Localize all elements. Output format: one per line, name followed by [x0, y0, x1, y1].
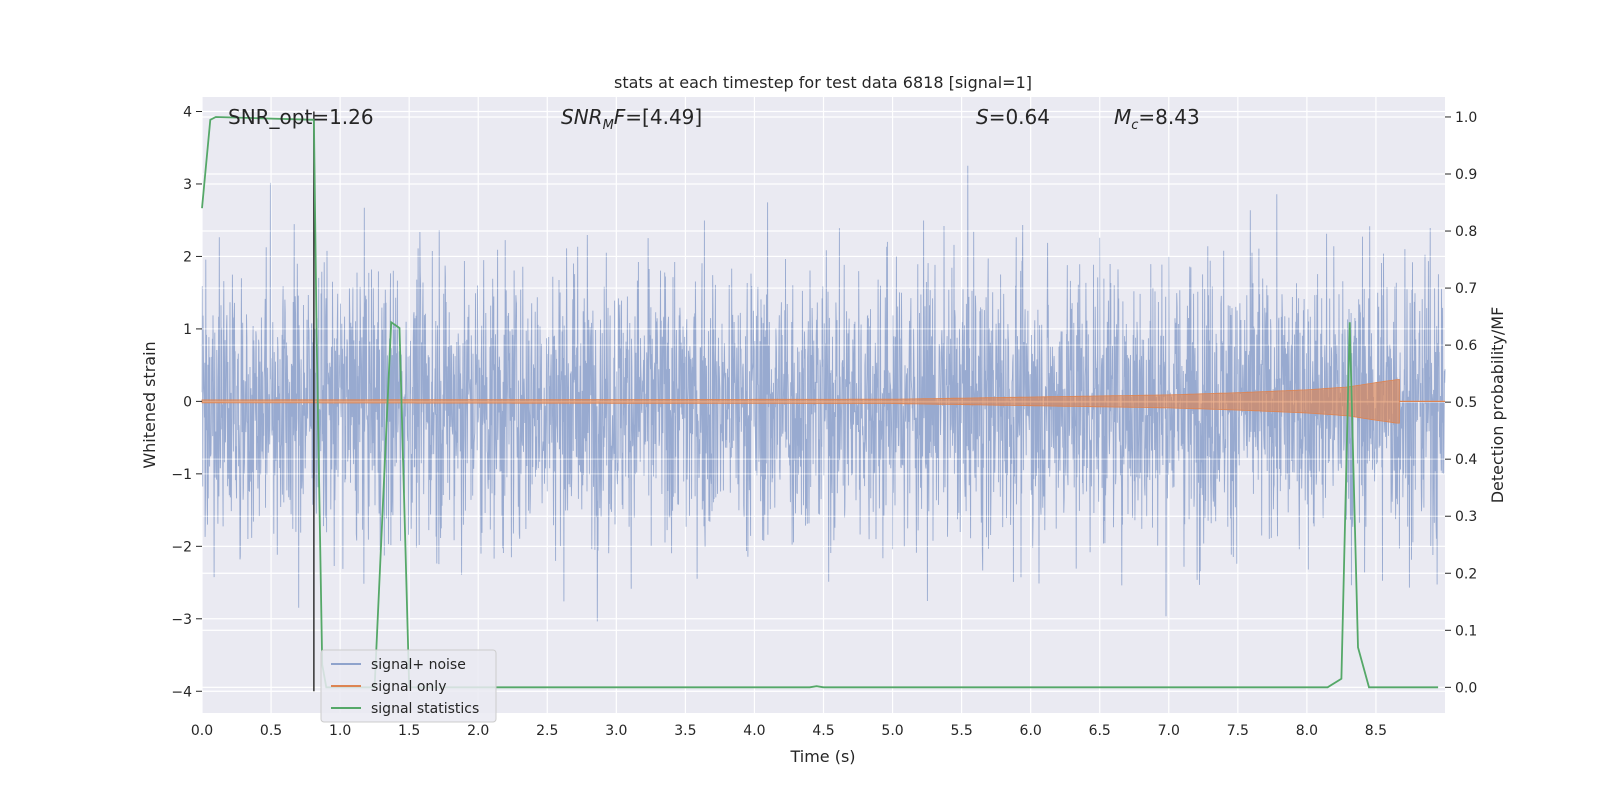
x-tick-label: 5.0: [881, 723, 903, 739]
y-tick-label-right: 0.7: [1455, 281, 1477, 297]
signal-plus-noise-series: [201, 165, 1446, 622]
x-tick-label: 1.5: [398, 723, 420, 739]
annotation-text: SNRMF=[4.49]: [561, 105, 702, 133]
y-tick-label-right: 1.0: [1455, 110, 1477, 126]
y-tick-label-left: −3: [171, 612, 192, 628]
x-tick-label: 3.5: [674, 723, 696, 739]
x-tick-label: 2.5: [536, 723, 558, 739]
y-tick-label-right: 0.6: [1455, 338, 1477, 354]
x-tick-label: 7.5: [1227, 723, 1249, 739]
x-tick-label: 5.5: [950, 723, 972, 739]
y-tick-label-left: −2: [171, 539, 192, 555]
y-tick-label-right: 0.1: [1455, 623, 1477, 639]
x-tick-label: 1.0: [329, 723, 351, 739]
y-axis-label-right: Detection probability/MF: [1488, 307, 1507, 504]
annotation-text: Mc=8.43: [1114, 105, 1200, 133]
signal-plus-noise-line: [201, 165, 1446, 622]
x-tick-label: 8.0: [1296, 723, 1318, 739]
y-tick-label-right: 0.3: [1455, 509, 1477, 525]
y-tick-label-left: 2: [183, 249, 192, 265]
y-tick-label-right: 0.2: [1455, 566, 1477, 582]
x-tick-label: 6.5: [1089, 723, 1111, 739]
legend-label: signal statistics: [371, 701, 479, 717]
y-tick-label-right: 0.8: [1455, 224, 1477, 240]
x-tick-label: 4.0: [743, 723, 765, 739]
y-tick-label-right: 0.9: [1455, 167, 1477, 183]
x-tick-label: 8.5: [1365, 723, 1387, 739]
x-tick-label: 3.0: [605, 723, 627, 739]
annotation-text: SNR_opt=1.26: [228, 105, 374, 129]
legend-box: [320, 649, 497, 723]
y-tick-label-left: 1: [183, 322, 192, 338]
y-tick-label-left: 0: [183, 394, 192, 410]
x-tick-label: 4.5: [812, 723, 834, 739]
x-tick-label: 2.0: [467, 723, 489, 739]
x-tick-label: 0.0: [191, 723, 213, 739]
axis-ticks: 0.0 0.5 1.0 1.5 2.0 2.5 3.0 3.5 4.0 4.5 5.0 5.5 6.0 6…: [171, 104, 1477, 739]
x-tick-label: 0.5: [260, 723, 282, 739]
y-tick-label-left: 4: [183, 104, 192, 120]
annotation-text: S=0.64: [976, 105, 1050, 129]
annotations: SNR_opt=1.26 SNRMF=[4.49] S=0.64 Mc=8.43: [228, 105, 1200, 133]
signal-only-envelope: [201, 379, 1400, 424]
y-axis-label-left: Whitened strain: [140, 341, 159, 468]
legend-label: signal+ noise: [371, 657, 466, 673]
y-tick-label-right: 0.0: [1455, 680, 1477, 696]
y-tick-label-left: −1: [171, 467, 192, 483]
x-tick-label: 7.0: [1158, 723, 1180, 739]
y-tick-label-right: 0.4: [1455, 452, 1477, 468]
legend: signal+ noise signal only signal statistic…: [320, 649, 497, 723]
x-axis-label: Time (s): [789, 747, 855, 766]
signal-only-series: [201, 379, 1445, 424]
y-tick-label-right: 0.5: [1455, 395, 1477, 411]
y-tick-label-left: −4: [171, 684, 192, 700]
y-tick-label-left: 3: [183, 177, 192, 193]
chart-title: stats at each timestep for test data 681…: [614, 73, 1032, 92]
x-tick-label: 6.0: [1020, 723, 1042, 739]
legend-label: signal only: [371, 679, 446, 695]
